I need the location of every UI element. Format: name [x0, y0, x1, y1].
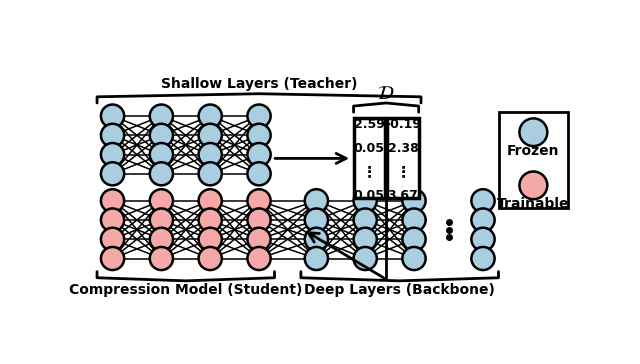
Circle shape: [101, 124, 124, 147]
Text: 0.05: 0.05: [354, 189, 385, 202]
Circle shape: [305, 247, 328, 270]
Text: 3.67: 3.67: [388, 189, 419, 202]
Text: Trainable: Trainable: [497, 197, 570, 211]
Circle shape: [150, 124, 173, 147]
Circle shape: [403, 209, 426, 232]
Circle shape: [101, 162, 124, 185]
Circle shape: [150, 228, 173, 251]
Circle shape: [198, 104, 222, 128]
Circle shape: [403, 228, 426, 251]
Circle shape: [248, 143, 271, 166]
Circle shape: [472, 209, 495, 232]
Circle shape: [248, 209, 271, 232]
Circle shape: [353, 228, 377, 251]
Circle shape: [472, 228, 495, 251]
Circle shape: [101, 247, 124, 270]
Circle shape: [520, 118, 547, 146]
Circle shape: [150, 247, 173, 270]
Circle shape: [305, 189, 328, 212]
Circle shape: [403, 189, 426, 212]
Circle shape: [198, 247, 222, 270]
Circle shape: [248, 228, 271, 251]
Text: 0.05: 0.05: [354, 142, 385, 155]
Circle shape: [520, 171, 547, 199]
Circle shape: [472, 247, 495, 270]
Circle shape: [403, 247, 426, 270]
Circle shape: [150, 189, 173, 212]
Circle shape: [248, 124, 271, 147]
Text: Compression Model (Student): Compression Model (Student): [69, 283, 303, 297]
Text: Deep Layers (Backbone): Deep Layers (Backbone): [304, 283, 495, 297]
Circle shape: [198, 189, 222, 212]
Circle shape: [353, 247, 377, 270]
Circle shape: [353, 209, 377, 232]
Circle shape: [198, 209, 222, 232]
Circle shape: [150, 104, 173, 128]
Circle shape: [472, 189, 495, 212]
Circle shape: [101, 189, 124, 212]
Circle shape: [198, 228, 222, 251]
Circle shape: [150, 209, 173, 232]
Circle shape: [198, 162, 222, 185]
Circle shape: [248, 162, 271, 185]
FancyBboxPatch shape: [387, 118, 419, 198]
FancyBboxPatch shape: [499, 112, 568, 209]
Text: Frozen: Frozen: [507, 144, 559, 158]
Circle shape: [101, 104, 124, 128]
Circle shape: [198, 124, 222, 147]
Circle shape: [101, 209, 124, 232]
Circle shape: [101, 228, 124, 251]
Text: -0.19: -0.19: [385, 118, 421, 131]
Circle shape: [248, 247, 271, 270]
Circle shape: [305, 209, 328, 232]
Text: ⋮: ⋮: [362, 164, 377, 179]
Circle shape: [150, 143, 173, 166]
Circle shape: [353, 189, 377, 212]
Circle shape: [101, 143, 124, 166]
Circle shape: [198, 143, 222, 166]
Circle shape: [248, 189, 271, 212]
Circle shape: [248, 104, 271, 128]
Circle shape: [150, 162, 173, 185]
Text: Shallow Layers (Teacher): Shallow Layers (Teacher): [161, 78, 357, 91]
Text: $\mathcal{D}$: $\mathcal{D}$: [378, 84, 395, 103]
FancyBboxPatch shape: [353, 118, 385, 198]
Text: 2.59: 2.59: [354, 118, 385, 131]
Circle shape: [305, 228, 328, 251]
Text: ⋮: ⋮: [396, 164, 411, 179]
Text: 2.38: 2.38: [388, 142, 419, 155]
